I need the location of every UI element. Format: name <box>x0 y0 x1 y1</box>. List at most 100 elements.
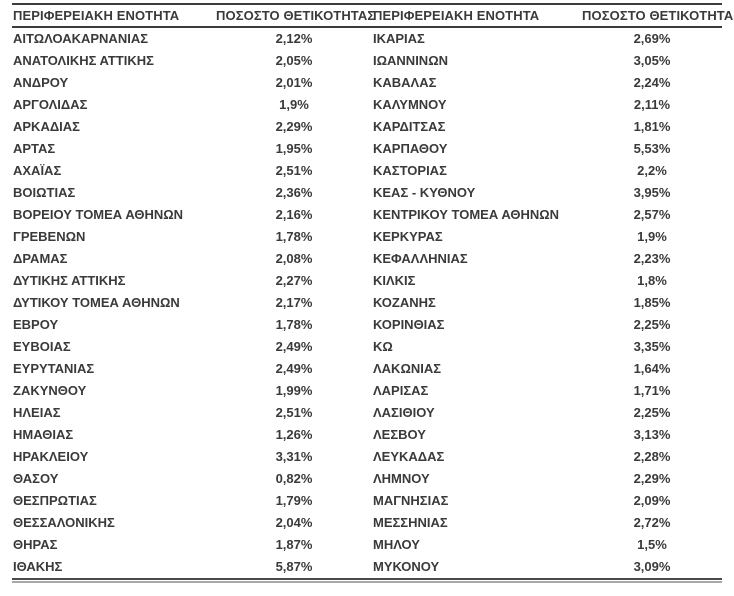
table-row: ΗΛΕΙΑΣ 2,51% ΛΑΣΙΘΙΟΥ 2,25% <box>12 402 722 424</box>
table-row: ΖΑΚΥΝΘΟΥ 1,99% ΛΑΡΙΣΑΣ 1,71% <box>12 380 722 402</box>
percentage-cell: 0,82% <box>275 471 313 486</box>
region-cell: ΜΑΓΝΗΣΙΑΣ <box>373 493 449 508</box>
region-cell: ΛΗΜΝΟΥ <box>373 471 430 486</box>
table-row: ΔΥΤΙΚΟΥ ΤΟΜΕΑ ΑΘΗΝΩΝ 2,17% ΚΟΖΑΝΗΣ 1,85% <box>12 292 722 314</box>
percentage-cell: 2,69% <box>633 31 671 46</box>
region-cell: ΕΒΡΟΥ <box>13 317 59 332</box>
region-cell: ΜΕΣΣΗΝΙΑΣ <box>373 515 448 530</box>
percentage-cell: 2,29% <box>275 119 313 134</box>
percentage-cell: 1,85% <box>633 295 671 310</box>
region-cell: ΑΝΔΡΟΥ <box>13 75 69 90</box>
percentage-cell: 2,49% <box>275 339 313 354</box>
table-row: ΑΝΑΤΟΛΙΚΗΣ ΑΤΤΙΚΗΣ 2,05% ΙΩΑΝΝΙΝΩΝ 3,05% <box>12 50 722 72</box>
percentage-cell: 1,8% <box>637 273 667 288</box>
percentage-cell: 2,49% <box>275 361 313 376</box>
region-cell: ΗΡΑΚΛΕΙΟΥ <box>13 449 89 464</box>
column-header-positivity-left: ΠΟΣΟΣΤΟ ΘΕΤΙΚΟΤΗΤΑΣ <box>216 8 376 23</box>
percentage-cell: 1,64% <box>633 361 671 376</box>
percentage-cell: 2,24% <box>633 75 671 90</box>
header-divider-rule <box>12 26 722 28</box>
percentage-cell: 2,01% <box>275 75 313 90</box>
percentage-cell: 2,12% <box>275 31 313 46</box>
column-header-positivity-right: ΠΟΣΟΣΤΟ ΘΕΤΙΚΟΤΗΤΑΣ <box>582 8 734 23</box>
table-row: ΗΡΑΚΛΕΙΟΥ 3,31% ΛΕΥΚΑΔΑΣ 2,28% <box>12 446 722 468</box>
region-cell: ΘΕΣΣΑΛΟΝΙΚΗΣ <box>13 515 115 530</box>
percentage-cell: 1,79% <box>275 493 313 508</box>
region-cell: ΛΕΣΒΟΥ <box>373 427 426 442</box>
table-body: ΑΙΤΩΛΟΑΚΑΡΝΑΝΙΑΣ 2,12% ΙΚΑΡΙΑΣ 2,69% ΑΝΑΤΟΛΙ… <box>12 28 722 578</box>
region-cell: ΖΑΚΥΝΘΟΥ <box>13 383 87 398</box>
percentage-cell: 1,71% <box>633 383 671 398</box>
percentage-cell: 3,95% <box>633 185 671 200</box>
table-row: ΕΒΡΟΥ 1,78% ΚΟΡΙΝΘΙΑΣ 2,25% <box>12 314 722 336</box>
table-row: ΗΜΑΘΙΑΣ 1,26% ΛΕΣΒΟΥ 3,13% <box>12 424 722 446</box>
region-cell: ΙΘΑΚΗΣ <box>13 559 63 574</box>
percentage-cell: 3,35% <box>633 339 671 354</box>
region-cell: ΚΟΡΙΝΘΙΑΣ <box>373 317 445 332</box>
percentage-cell: 2,36% <box>275 185 313 200</box>
table-row: ΑΙΤΩΛΟΑΚΑΡΝΑΝΙΑΣ 2,12% ΙΚΑΡΙΑΣ 2,69% <box>12 28 722 50</box>
region-cell: ΛΑΣΙΘΙΟΥ <box>373 405 435 420</box>
column-header-region-left: ΠΕΡΙΦΕΡΕΙΑΚΗ ΕΝΟΤΗΤΑ <box>13 8 180 23</box>
region-cell: ΒΟΡΕΙΟΥ ΤΟΜΕΑ ΑΘΗΝΩΝ <box>13 207 184 222</box>
table-row: ΔΡΑΜΑΣ 2,08% ΚΕΦΑΛΛΗΝΙΑΣ 2,23% <box>12 248 722 270</box>
percentage-cell: 3,05% <box>633 53 671 68</box>
region-cell: ΚΑΒΑΛΑΣ <box>373 75 437 90</box>
percentage-cell: 1,87% <box>275 537 313 552</box>
percentage-cell: 2,05% <box>275 53 313 68</box>
region-cell: ΓΡΕΒΕΝΩΝ <box>13 229 86 244</box>
region-cell: ΛΑΚΩΝΙΑΣ <box>373 361 442 376</box>
table-row: ΔΥΤΙΚΗΣ ΑΤΤΙΚΗΣ 2,27% ΚΙΛΚΙΣ 1,8% <box>12 270 722 292</box>
region-cell: ΑΙΤΩΛΟΑΚΑΡΝΑΝΙΑΣ <box>13 31 149 46</box>
table-row: ΘΗΡΑΣ 1,87% ΜΗΛΟΥ 1,5% <box>12 534 722 556</box>
region-cell: ΘΗΡΑΣ <box>13 537 58 552</box>
region-cell: ΑΡΓΟΛΙΔΑΣ <box>13 97 88 112</box>
percentage-cell: 2,2% <box>637 163 667 178</box>
region-cell: ΗΛΕΙΑΣ <box>13 405 61 420</box>
table-row: ΑΧΑΪΑΣ 2,51% ΚΑΣΤΟΡΙΑΣ 2,2% <box>12 160 722 182</box>
percentage-cell: 2,51% <box>275 405 313 420</box>
region-cell: ΑΧΑΪΑΣ <box>13 163 62 178</box>
table-row: ΑΡΚΑΔΙΑΣ 2,29% ΚΑΡΔΙΤΣΑΣ 1,81% <box>12 116 722 138</box>
region-cell: ΑΡΚΑΔΙΑΣ <box>13 119 80 134</box>
region-cell: ΔΥΤΙΚΟΥ ΤΟΜΕΑ ΑΘΗΝΩΝ <box>13 295 180 310</box>
percentage-cell: 2,04% <box>275 515 313 530</box>
percentage-cell: 1,26% <box>275 427 313 442</box>
region-cell: ΑΡΤΑΣ <box>13 141 56 156</box>
table-row: ΘΑΣΟΥ 0,82% ΛΗΜΝΟΥ 2,29% <box>12 468 722 490</box>
region-cell: ΜΥΚΟΝΟΥ <box>373 559 440 574</box>
table-row: ΒΟΡΕΙΟΥ ΤΟΜΕΑ ΑΘΗΝΩΝ 2,16% ΚΕΝΤΡΙΚΟΥ ΤΟΜΕΑ… <box>12 204 722 226</box>
percentage-cell: 5,53% <box>633 141 671 156</box>
region-cell: ΜΗΛΟΥ <box>373 537 420 552</box>
region-cell: ΚΕΝΤΡΙΚΟΥ ΤΟΜΕΑ ΑΘΗΝΩΝ <box>373 207 560 222</box>
percentage-cell: 2,23% <box>633 251 671 266</box>
table-header-row: ΠΕΡΙΦΕΡΕΙΑΚΗ ΕΝΟΤΗΤΑ ΠΟΣΟΣΤΟ ΘΕΤΙΚΟΤΗΤΑΣ… <box>12 5 734 26</box>
region-cell: ΗΜΑΘΙΑΣ <box>13 427 74 442</box>
table-row: ΑΝΔΡΟΥ 2,01% ΚΑΒΑΛΑΣ 2,24% <box>12 72 722 94</box>
region-cell: ΘΑΣΟΥ <box>13 471 59 486</box>
percentage-cell: 1,95% <box>275 141 313 156</box>
region-cell: ΚΙΛΚΙΣ <box>373 273 416 288</box>
region-cell: ΔΡΑΜΑΣ <box>13 251 68 266</box>
region-cell: ΔΥΤΙΚΗΣ ΑΤΤΙΚΗΣ <box>13 273 126 288</box>
percentage-cell: 1,5% <box>637 537 667 552</box>
percentage-cell: 1,99% <box>275 383 313 398</box>
table-row: ΘΕΣΠΡΩΤΙΑΣ 1,79% ΜΑΓΝΗΣΙΑΣ 2,09% <box>12 490 722 512</box>
percentage-cell: 2,17% <box>275 295 313 310</box>
percentage-cell: 2,51% <box>275 163 313 178</box>
percentage-cell: 1,81% <box>633 119 671 134</box>
region-cell: ΚΑΡΔΙΤΣΑΣ <box>373 119 446 134</box>
percentage-cell: 5,87% <box>275 559 313 574</box>
positivity-table: ΠΕΡΙΦΕΡΕΙΑΚΗ ΕΝΟΤΗΤΑ ΠΟΣΟΣΤΟ ΘΕΤΙΚΟΤΗΤΑΣ… <box>12 3 734 583</box>
table-row: ΑΡΓΟΛΙΔΑΣ 1,9% ΚΑΛΥΜΝΟΥ 2,11% <box>12 94 722 116</box>
percentage-cell: 2,25% <box>633 317 671 332</box>
table-bottom-rule <box>12 578 722 583</box>
percentage-cell: 3,13% <box>633 427 671 442</box>
table-row: ΕΥΡΥΤΑΝΙΑΣ 2,49% ΛΑΚΩΝΙΑΣ 1,64% <box>12 358 722 380</box>
table-row: ΒΟΙΩΤΙΑΣ 2,36% ΚΕΑΣ - ΚΥΘΝΟΥ 3,95% <box>12 182 722 204</box>
region-cell: ΚΩ <box>373 339 393 354</box>
table-row: ΙΘΑΚΗΣ 5,87% ΜΥΚΟΝΟΥ 3,09% <box>12 556 722 578</box>
percentage-cell: 1,9% <box>279 97 309 112</box>
region-cell: ΚΕΡΚΥΡΑΣ <box>373 229 443 244</box>
percentage-cell: 2,29% <box>633 471 671 486</box>
